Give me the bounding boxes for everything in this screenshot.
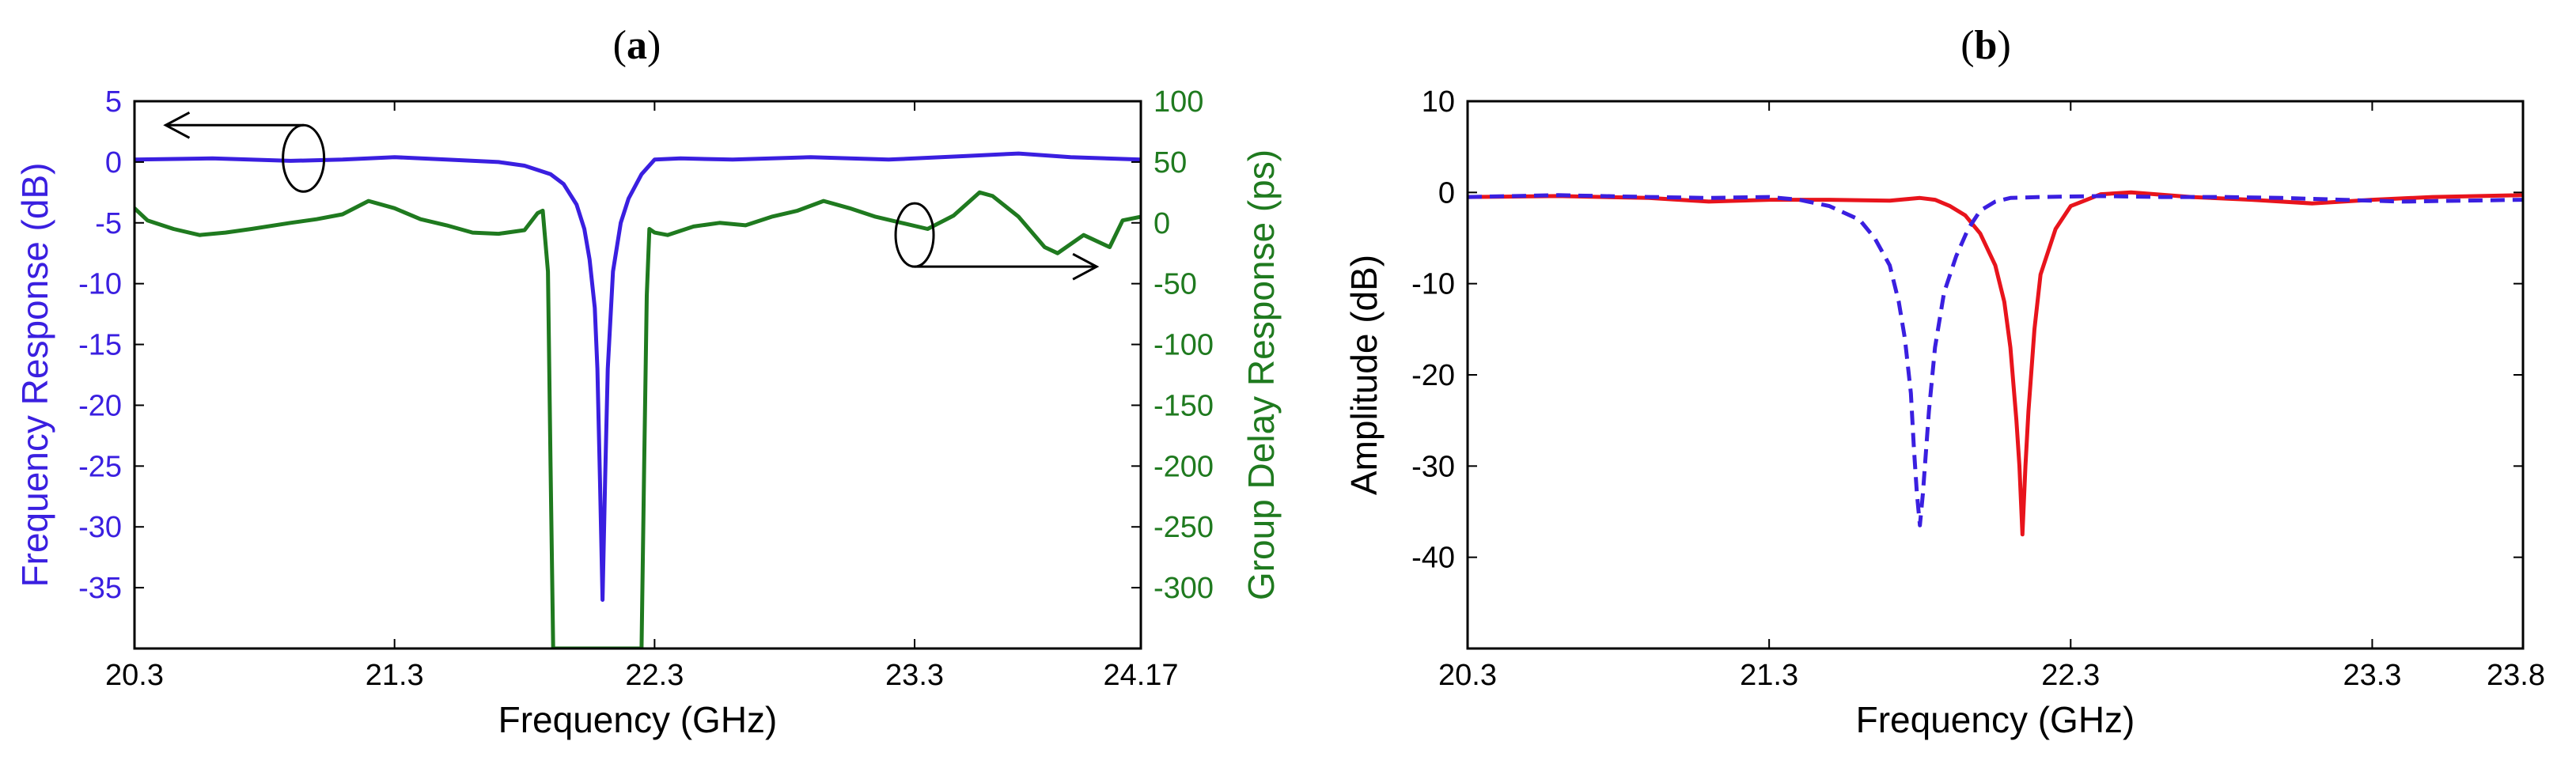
panel-b-y-tick-label: -30	[1411, 450, 1455, 483]
panel-b-y-tick-label: -10	[1411, 268, 1455, 301]
panel-b-y-axis-label: Amplitude (dB)	[1343, 255, 1385, 495]
panel-a-annotations	[163, 111, 1100, 281]
panel-a-y-ticks-left: 5 0 -5 -10 -15 -20 -25 -30 -35	[78, 85, 144, 605]
panel-a-y-tick-label-left: -15	[78, 329, 122, 362]
panel-a-x-tick-label: 24.17	[1103, 659, 1178, 692]
panel-a-y-axis-label-right: Group Delay Response (ps)	[1241, 149, 1282, 600]
panel-a-y-tick-label-left: -5	[95, 207, 122, 240]
panel-a-y-tick-label-right: -200	[1154, 450, 1214, 483]
panel-b-x-ticks: 20.3 21.3 22.3 23.3 23.8	[1438, 101, 2545, 692]
panel-a-y-tick-label-right: -50	[1154, 268, 1197, 301]
panel-a-y-tick-label-left: -25	[78, 450, 122, 483]
panel-a-y-ticks-right: 100 50 0 -50 -100 -150 -200 -250 -300	[1131, 85, 1214, 605]
panel-a-plot-frame	[133, 100, 1142, 650]
panel-a-x-tick-label: 23.3	[885, 659, 944, 692]
panel-a-series-frequency-response-line	[134, 151, 1141, 602]
panel-a-series-group	[134, 151, 1141, 648]
panel-b-y-ticks: 10 0 -10 -20 -30 -40	[1411, 85, 2523, 575]
panel-a-y-tick-label-right: 0	[1154, 207, 1170, 240]
panel-a-y-tick-label-left: -10	[78, 268, 122, 301]
panel-b-chart: (b) 20.3 21.3 22.3 23.3 23.8 10 0 -10 -20 -30 -40…	[1343, 23, 2545, 740]
panel-a-x-axis-label: Frequency (GHz)	[498, 699, 778, 740]
panel-a-annotation-ellipse-right	[894, 202, 935, 268]
panel-b-x-tick-label: 23.3	[2343, 659, 2401, 692]
panel-b-plot-frame	[1466, 100, 2525, 650]
panel-a-y-tick-label-left: 5	[105, 85, 122, 119]
panel-a-x-tick-label: 21.3	[366, 659, 424, 692]
panel-a-x-ticks: 20.3 21.3 22.3 23.3 24.17	[105, 101, 1179, 692]
panel-b-series-dashed-line	[1468, 193, 2523, 527]
panel-a-y-tick-label-left: -20	[78, 389, 122, 422]
panel-a-title: (a)	[613, 23, 661, 68]
panel-b-title: (b)	[1960, 23, 2011, 68]
panel-a-y-tick-label-right: -250	[1154, 511, 1214, 544]
panel-b-series-group	[1468, 190, 2523, 537]
panel-a-y-tick-label-right: -100	[1154, 329, 1214, 362]
panel-a-chart: (a) 20.3 21.3 22.3 23.3 24.17 50-5-10-15-20-…	[14, 23, 1282, 740]
panel-a-annotation-arrowhead-right	[1072, 252, 1100, 281]
panel-b-x-tick-label: 23.8	[2487, 659, 2545, 692]
panel-b-x-tick-label: 20.3	[1438, 659, 1497, 692]
panel-b-x-axis-label: Frequency (GHz)	[1856, 699, 2135, 740]
panel-a-series-group-delay-line	[134, 190, 1141, 648]
panel-a-x-tick-label: 22.3	[625, 659, 684, 692]
panel-a-y-tick-label-left: 0	[105, 146, 122, 180]
panel-a-annotation-arrowhead-left	[163, 111, 191, 139]
panel-b-x-tick-label: 22.3	[2041, 659, 2100, 692]
panel-a-y-axis-label-left: Frequency Response (dB)	[14, 163, 55, 588]
panel-a-x-tick-label: 20.3	[105, 659, 164, 692]
panel-a-y-tick-label-right: -150	[1154, 389, 1214, 422]
panel-a-y-tick-label-right: -300	[1154, 572, 1214, 605]
panel-a-y-tick-label-left: -30	[78, 511, 122, 544]
panel-a-y-tick-label-left: -35	[78, 572, 122, 605]
panel-b-y-tick-label: 0	[1438, 176, 1455, 210]
panel-b-y-tick-label: 10	[1422, 85, 1455, 119]
panel-b-y-tick-label: -20	[1411, 359, 1455, 392]
panel-b-y-tick-label: -40	[1411, 542, 1455, 575]
panel-a-y-tick-label-right: 50	[1154, 146, 1187, 180]
panel-a-y-tick-label-right: 100	[1154, 85, 1203, 119]
panel-b-series-solid-line	[1468, 190, 2523, 537]
panel-b-x-tick-label: 21.3	[1740, 659, 1798, 692]
